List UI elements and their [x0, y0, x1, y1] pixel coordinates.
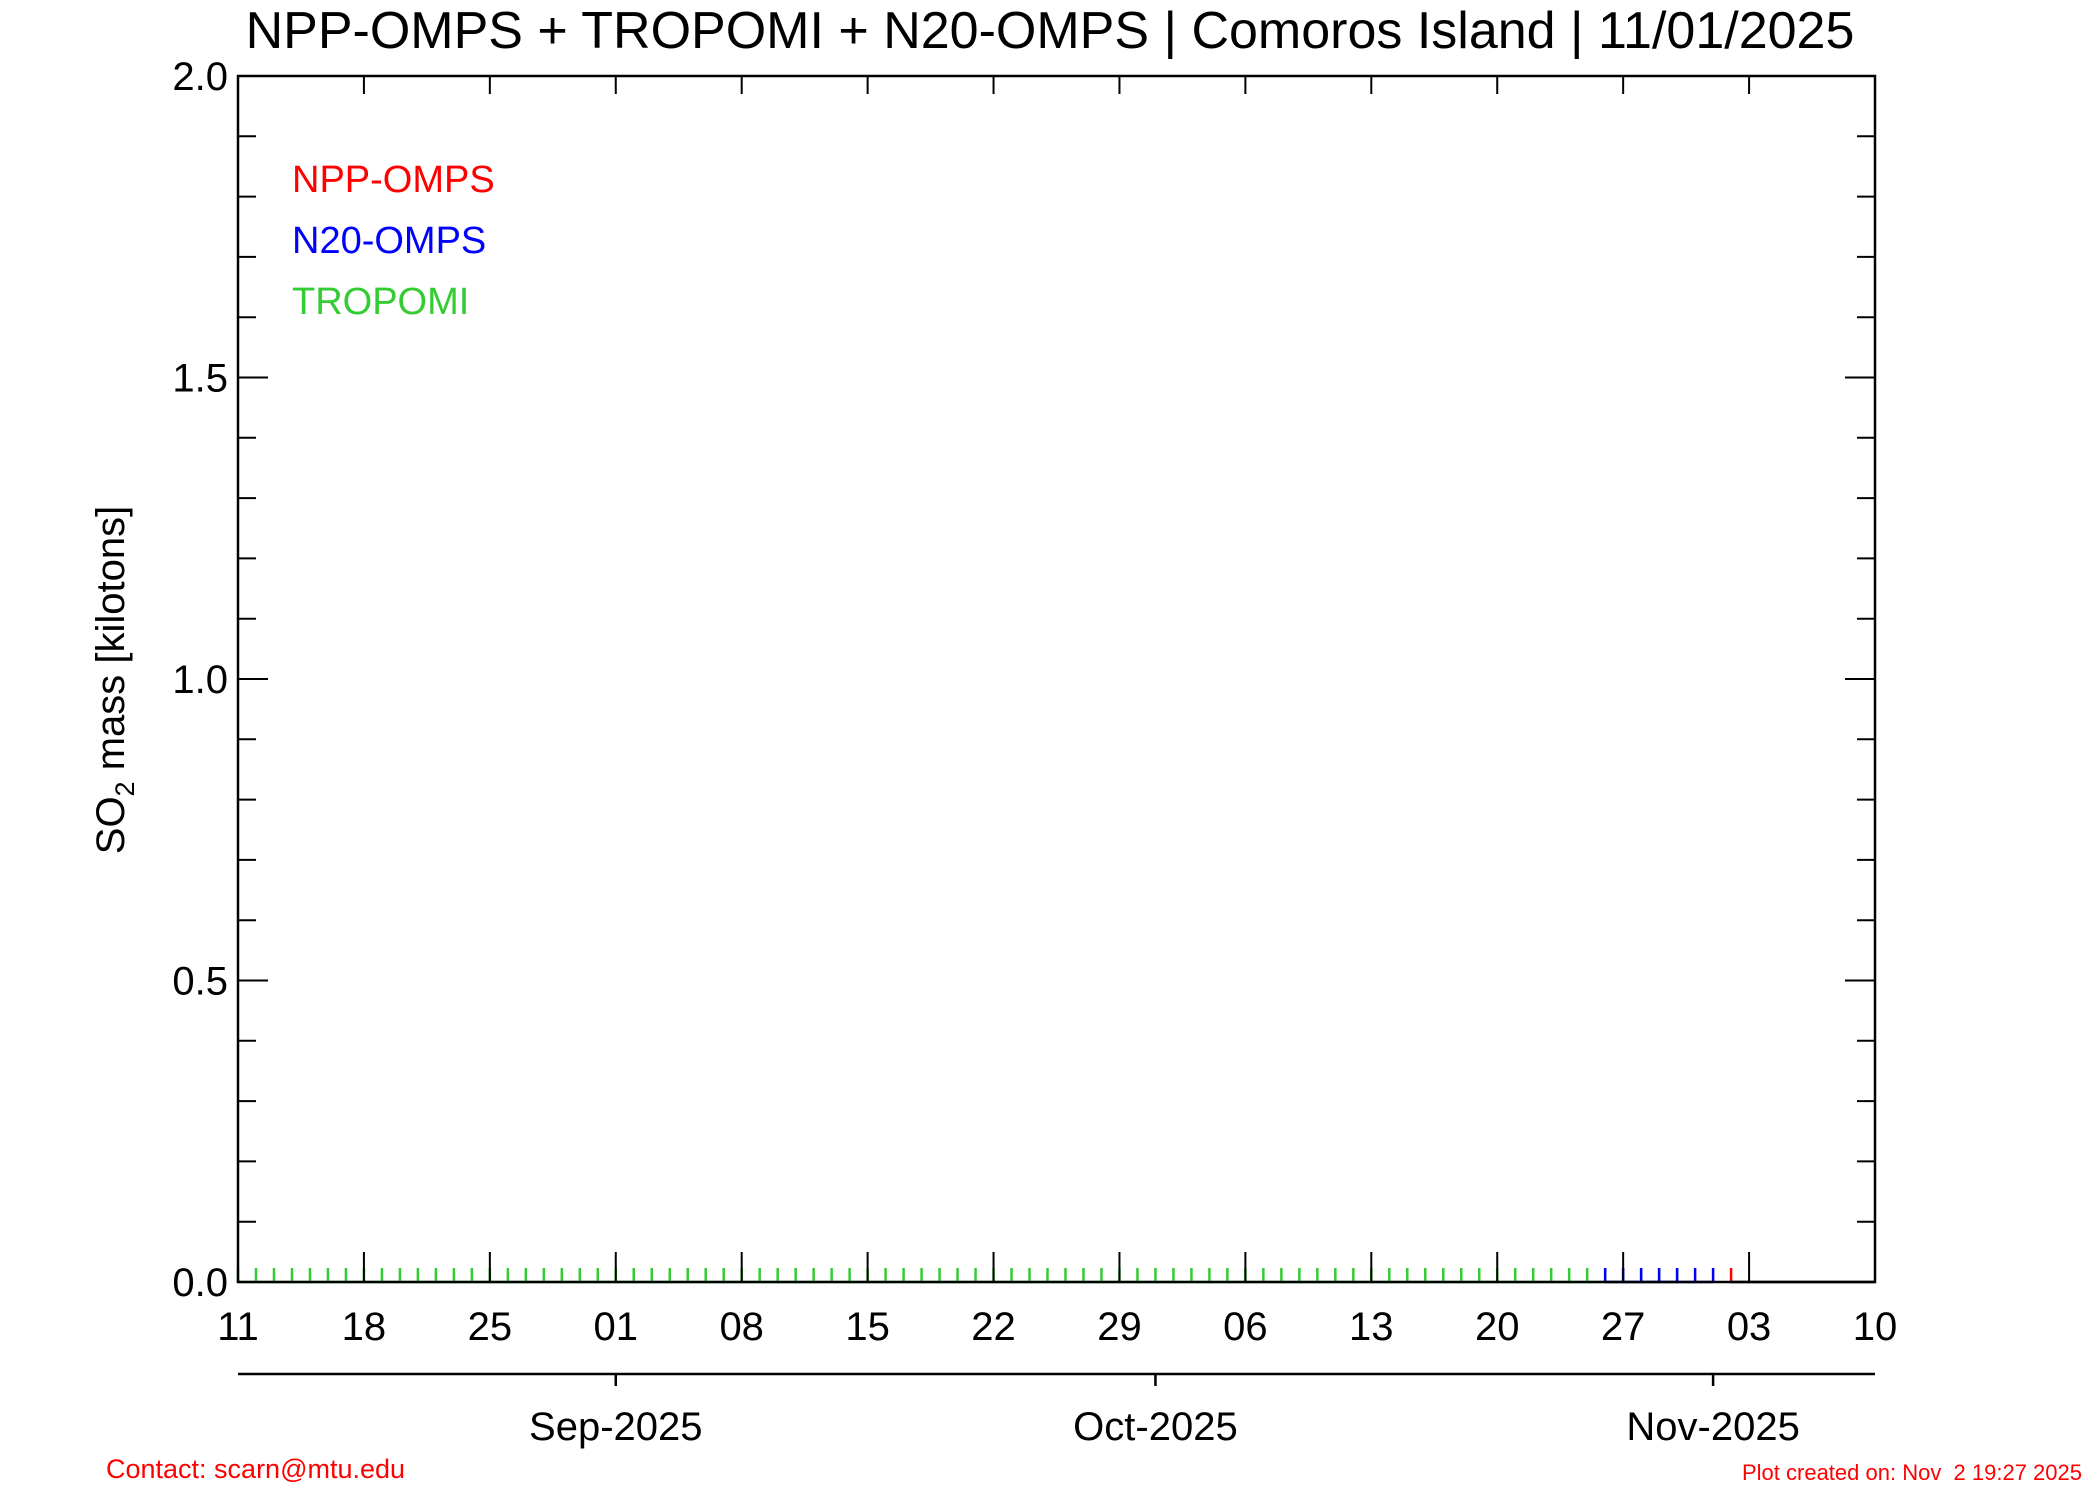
x-tick-label: 20 [1475, 1305, 1520, 1349]
legend: NPP-OMPS N20-OMPS TROPOMI [292, 159, 495, 323]
y-tick-label: 1.0 [172, 658, 228, 702]
x-axis: 11 18 25 01 08 15 22 29 06 13 20 27 03 10 [217, 76, 1897, 1349]
x-tick-label: 15 [845, 1305, 890, 1349]
x-tick-label: 11 [217, 1305, 259, 1349]
month-axis: Sep-2025 Oct-2025 Nov-2025 [238, 1372, 1875, 1449]
legend-item-n20-omps: N20-OMPS [292, 220, 486, 262]
y-tick-label: 0.0 [172, 1261, 228, 1305]
x-tick-label: 03 [1727, 1305, 1772, 1349]
x-tick-label: 08 [719, 1305, 764, 1349]
month-label: Oct-2025 [1073, 1405, 1238, 1449]
y-axis: 0.0 0.5 1.0 1.5 2.0 [172, 55, 1875, 1305]
y-axis-label: SO2 mass [kilotons] [89, 506, 140, 854]
x-tick-label: 13 [1349, 1305, 1394, 1349]
series-tropomi [236, 1268, 1679, 1284]
plot-created-text: Plot created on: Nov 2 19:27 2025 [1742, 1460, 2082, 1485]
month-label: Nov-2025 [1626, 1405, 1799, 1449]
y-tick-label: 0.5 [172, 960, 228, 1004]
chart-title: NPP-OMPS + TROPOMI + N20-OMPS | Comoros … [246, 2, 1855, 60]
y-tick-label: 1.5 [172, 357, 228, 401]
legend-item-tropomi: TROPOMI [292, 281, 469, 323]
x-tick-label: 25 [468, 1305, 513, 1349]
series-layer [236, 1268, 1875, 1284]
legend-item-npp-omps: NPP-OMPS [292, 159, 495, 201]
x-tick-label: 10 [1853, 1305, 1898, 1349]
contact-text: Contact: scarn@mtu.edu [106, 1454, 405, 1484]
y-tick-label: 2.0 [172, 55, 228, 99]
x-tick-label: 22 [971, 1305, 1016, 1349]
month-label: Sep-2025 [529, 1405, 702, 1449]
series-n20-omps [1603, 1268, 1715, 1284]
x-tick-label: 01 [594, 1305, 639, 1349]
x-tick-label: 18 [342, 1305, 387, 1349]
x-tick-label: 27 [1601, 1305, 1646, 1349]
x-tick-label: 06 [1223, 1305, 1268, 1349]
x-tick-label: 29 [1097, 1305, 1142, 1349]
